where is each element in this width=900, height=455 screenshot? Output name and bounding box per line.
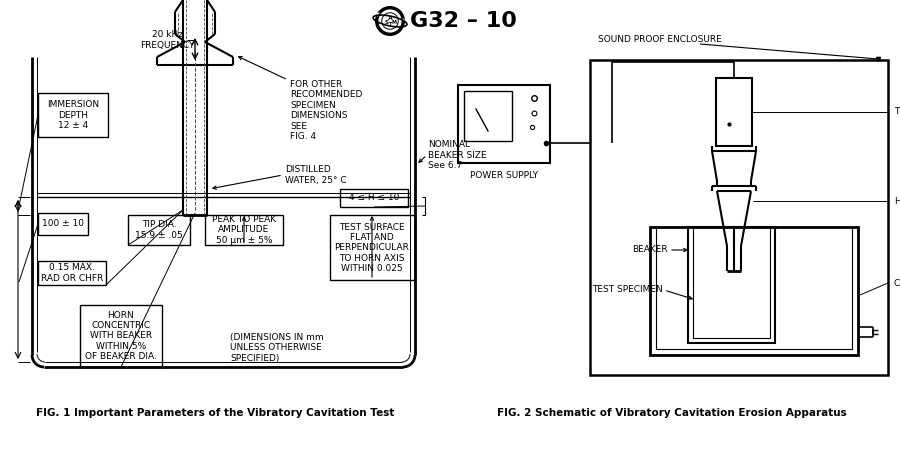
- Ellipse shape: [375, 13, 405, 22]
- Circle shape: [375, 6, 405, 36]
- Text: TEST SURFACE
FLAT AND
PERPENDICULAR
TO HORN AXIS
WITHIN 0.025: TEST SURFACE FLAT AND PERPENDICULAR TO H…: [335, 222, 410, 273]
- Bar: [590, 60, 888, 375]
- Bar: [656, 227, 852, 349]
- Text: 4 ≤ H ≤ 10: 4 ≤ H ≤ 10: [349, 193, 400, 202]
- Bar: [38, 261, 106, 285]
- Text: TRANSDUCER: TRANSDUCER: [894, 107, 900, 116]
- Text: G32 – 10: G32 – 10: [410, 11, 517, 31]
- Text: (DIMENSIONS IN mm
UNLESS OTHERWISE
SPECIFIED): (DIMENSIONS IN mm UNLESS OTHERWISE SPECI…: [230, 333, 324, 363]
- Bar: [128, 215, 190, 245]
- Bar: [464, 91, 512, 141]
- Text: COOLING BATH: COOLING BATH: [894, 278, 900, 288]
- Text: TEST SPECIMEN: TEST SPECIMEN: [592, 285, 663, 294]
- Text: T: T: [389, 22, 392, 27]
- Text: POWER SUPPLY: POWER SUPPLY: [470, 171, 538, 180]
- Text: IMMERSION
DEPTH
12 ± 4: IMMERSION DEPTH 12 ± 4: [47, 100, 99, 130]
- Text: TIP DIA.
15.9 ± .05: TIP DIA. 15.9 ± .05: [135, 220, 183, 240]
- Circle shape: [378, 9, 402, 33]
- Bar: [458, 85, 550, 163]
- Text: FIG. 1 Important Parameters of the Vibratory Cavitation Test: FIG. 1 Important Parameters of the Vibra…: [36, 408, 394, 418]
- Text: M: M: [391, 20, 396, 25]
- Text: FIG. 2 Schematic of Vibratory Cavitation Erosion Apparatus: FIG. 2 Schematic of Vibratory Cavitation…: [497, 408, 847, 418]
- Text: NOMINAL
BEAKER SIZE
See 6.7: NOMINAL BEAKER SIZE See 6.7: [428, 140, 487, 170]
- Text: 100 ± 10: 100 ± 10: [42, 219, 84, 228]
- Text: HORN
CONCENTRIC
WITH BEAKER
WITHIN 5%
OF BEAKER DIA.: HORN CONCENTRIC WITH BEAKER WITHIN 5% OF…: [86, 311, 157, 361]
- Text: A: A: [388, 15, 392, 20]
- Bar: [330, 215, 415, 280]
- Text: DISTILLED
WATER, 25° C: DISTILLED WATER, 25° C: [285, 165, 346, 185]
- Text: PEAK TO PEAK
AMPLITUDE
50 μm ± 5%: PEAK TO PEAK AMPLITUDE 50 μm ± 5%: [212, 215, 276, 245]
- Bar: [38, 93, 108, 137]
- Text: FOR OTHER
RECOMMENDED
SPECIMEN
DIMENSIONS
SEE
FIG. 4: FOR OTHER RECOMMENDED SPECIMEN DIMENSION…: [290, 80, 363, 141]
- Text: 20 kHz
FREQUENCY: 20 kHz FREQUENCY: [140, 30, 194, 50]
- Bar: [650, 227, 858, 355]
- Text: SOUND PROOF ENCLOSURE: SOUND PROOF ENCLOSURE: [598, 35, 722, 45]
- Bar: [693, 227, 770, 338]
- Bar: [688, 227, 775, 343]
- Text: BEAKER: BEAKER: [633, 246, 668, 254]
- Bar: [340, 189, 408, 207]
- Text: S: S: [384, 20, 389, 25]
- Bar: [205, 215, 283, 245]
- Text: 0.15 MAX.
RAD OR CHFR: 0.15 MAX. RAD OR CHFR: [40, 263, 104, 283]
- Text: HORN: HORN: [894, 197, 900, 206]
- Bar: [716, 78, 752, 146]
- Bar: [38, 213, 88, 235]
- Bar: [80, 305, 162, 367]
